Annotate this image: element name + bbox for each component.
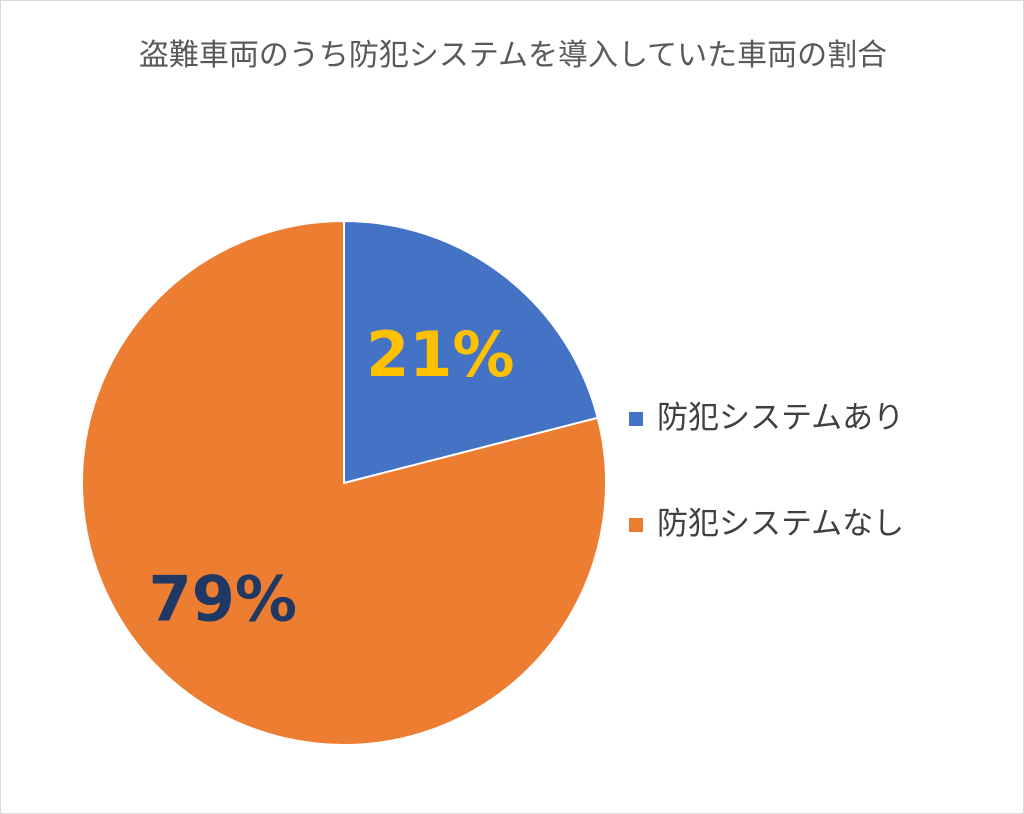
pie-slice <box>343 219 599 485</box>
data-label: 21% <box>366 318 514 391</box>
legend-label: 防犯システムなし <box>657 506 905 542</box>
pie-slice <box>81 219 607 746</box>
legend-label: 防犯システムあり <box>657 400 905 436</box>
legend-marker <box>629 412 643 426</box>
data-label: 79% <box>149 563 297 636</box>
chart-title: 盗難車両のうち防犯システムを導入していた車両の割合 <box>138 38 888 73</box>
legend-marker <box>629 518 643 532</box>
